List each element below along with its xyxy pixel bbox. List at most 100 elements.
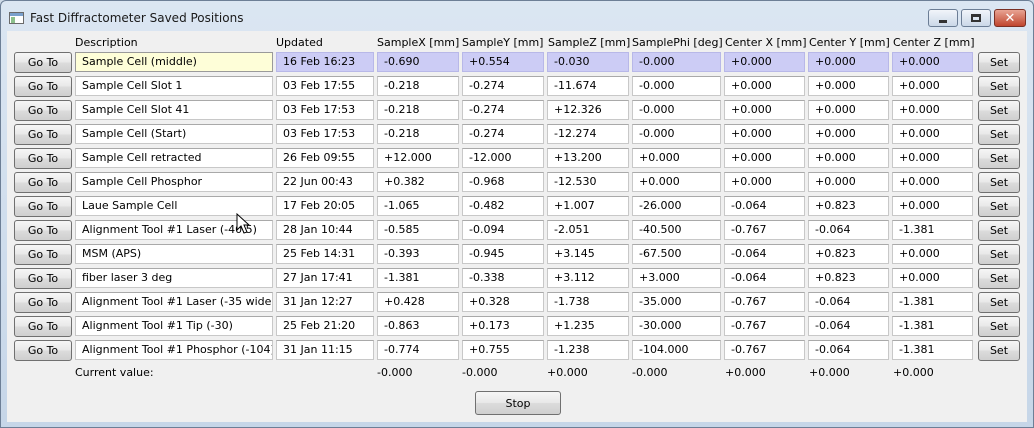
description-field[interactable]: Sample Cell retracted [75,148,273,168]
goto-button[interactable]: Go To [14,76,72,97]
samplex-field[interactable]: +12.000 [377,148,459,168]
samplephi-field[interactable]: -67.500 [632,244,721,264]
set-button[interactable]: Set [978,292,1020,313]
samplephi-field[interactable]: -40.500 [632,220,721,240]
samplephi-field[interactable]: -30.000 [632,316,721,336]
centerz-field[interactable]: +0.000 [892,100,973,120]
stop-button[interactable]: Stop [475,391,561,415]
centerz-field[interactable]: -1.381 [892,316,973,336]
sampley-field[interactable]: -0.945 [462,244,544,264]
centerx-field[interactable]: +0.000 [724,52,805,72]
samplephi-field[interactable]: +0.000 [632,148,721,168]
samplez-field[interactable]: -12.274 [547,124,629,144]
samplephi-field[interactable]: -0.000 [632,76,721,96]
goto-button[interactable]: Go To [14,196,72,217]
samplephi-field[interactable]: -104.000 [632,340,721,360]
samplex-field[interactable]: -1.381 [377,268,459,288]
samplephi-field[interactable]: -0.000 [632,52,721,72]
sampley-field[interactable]: +0.554 [462,52,544,72]
set-button[interactable]: Set [978,52,1020,73]
sampley-field[interactable]: -0.338 [462,268,544,288]
samplez-field[interactable]: +13.200 [547,148,629,168]
centery-field[interactable]: +0.000 [808,172,889,192]
centerz-field[interactable]: +0.000 [892,148,973,168]
samplephi-field[interactable]: +0.000 [632,172,721,192]
goto-button[interactable]: Go To [14,292,72,313]
set-button[interactable]: Set [978,340,1020,361]
samplex-field[interactable]: -1.065 [377,196,459,216]
samplex-field[interactable]: -0.218 [377,76,459,96]
set-button[interactable]: Set [978,244,1020,265]
goto-button[interactable]: Go To [14,52,72,73]
centerx-field[interactable]: -0.064 [724,196,805,216]
centery-field[interactable]: +0.000 [808,100,889,120]
centerz-field[interactable]: -1.381 [892,220,973,240]
centerz-field[interactable]: +0.000 [892,76,973,96]
sampley-field[interactable]: +0.755 [462,340,544,360]
centerx-field[interactable]: -0.767 [724,292,805,312]
sampley-field[interactable]: -0.274 [462,76,544,96]
centerx-field[interactable]: -0.767 [724,220,805,240]
set-button[interactable]: Set [978,100,1020,121]
centerx-field[interactable]: +0.000 [724,148,805,168]
samplex-field[interactable]: -0.393 [377,244,459,264]
set-button[interactable]: Set [978,268,1020,289]
set-button[interactable]: Set [978,148,1020,169]
centery-field[interactable]: -0.064 [808,220,889,240]
goto-button[interactable]: Go To [14,340,72,361]
centerx-field[interactable]: +0.000 [724,76,805,96]
sampley-field[interactable]: -0.094 [462,220,544,240]
samplez-field[interactable]: -12.530 [547,172,629,192]
sampley-field[interactable]: -0.274 [462,124,544,144]
samplephi-field[interactable]: -0.000 [632,100,721,120]
goto-button[interactable]: Go To [14,220,72,241]
centerx-field[interactable]: -0.064 [724,244,805,264]
description-field[interactable]: Laue Sample Cell [75,196,273,216]
close-button[interactable]: ✕ [994,9,1026,27]
samplephi-field[interactable]: -26.000 [632,196,721,216]
maximize-button[interactable] [961,9,991,27]
set-button[interactable]: Set [978,124,1020,145]
centerz-field[interactable]: +0.000 [892,172,973,192]
description-field[interactable]: Alignment Tool #1 Laser (-35 wide f [75,292,273,312]
description-field[interactable]: Sample Cell Slot 1 [75,76,273,96]
centery-field[interactable]: +0.823 [808,196,889,216]
centerx-field[interactable]: +0.000 [724,100,805,120]
centerx-field[interactable]: -0.064 [724,268,805,288]
goto-button[interactable]: Go To [14,124,72,145]
description-field[interactable]: Sample Cell (middle) [75,52,273,72]
sampley-field[interactable]: -0.968 [462,172,544,192]
centery-field[interactable]: +0.000 [808,76,889,96]
goto-button[interactable]: Go To [14,244,72,265]
samplez-field[interactable]: +3.145 [547,244,629,264]
set-button[interactable]: Set [978,220,1020,241]
centery-field[interactable]: -0.064 [808,292,889,312]
centery-field[interactable]: -0.064 [808,316,889,336]
samplex-field[interactable]: +0.428 [377,292,459,312]
description-field[interactable]: Alignment Tool #1 Tip (-30) [75,316,273,336]
description-field[interactable]: Sample Cell Slot 41 [75,100,273,120]
centery-field[interactable]: +0.000 [808,124,889,144]
samplez-field[interactable]: +3.112 [547,268,629,288]
samplex-field[interactable]: -0.218 [377,124,459,144]
set-button[interactable]: Set [978,196,1020,217]
samplex-field[interactable]: -0.585 [377,220,459,240]
goto-button[interactable]: Go To [14,148,72,169]
sampley-field[interactable]: +0.173 [462,316,544,336]
samplez-field[interactable]: -2.051 [547,220,629,240]
samplex-field[interactable]: -0.863 [377,316,459,336]
centerx-field[interactable]: -0.767 [724,316,805,336]
sampley-field[interactable]: -0.482 [462,196,544,216]
centerz-field[interactable]: +0.000 [892,196,973,216]
sampley-field[interactable]: +0.328 [462,292,544,312]
samplez-field[interactable]: -11.674 [547,76,629,96]
centerz-field[interactable]: -1.381 [892,292,973,312]
centery-field[interactable]: +0.823 [808,244,889,264]
centery-field[interactable]: +0.000 [808,148,889,168]
sampley-field[interactable]: -0.274 [462,100,544,120]
description-field[interactable]: Alignment Tool #1 Laser (-40.5) [75,220,273,240]
set-button[interactable]: Set [978,316,1020,337]
samplez-field[interactable]: -1.238 [547,340,629,360]
centerz-field[interactable]: +0.000 [892,124,973,144]
sampley-field[interactable]: -12.000 [462,148,544,168]
